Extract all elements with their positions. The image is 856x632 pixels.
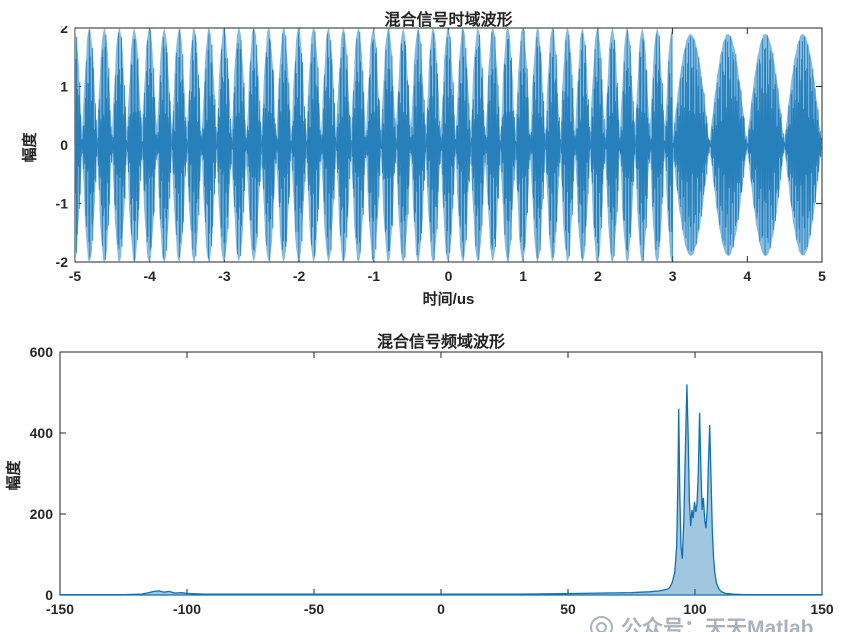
- svg-text:600: 600: [30, 344, 54, 360]
- svg-text:400: 400: [30, 425, 54, 441]
- time-domain-chart: 混合信号时域波形 幅度 -5 -4 -3 -2 -1 0 1 2 3 4 5 -2 -1 0 1 2 时间/u…: [0, 0, 856, 310]
- svg-text:200: 200: [30, 506, 54, 522]
- watermark: 公众号：天天Matlab: [590, 612, 814, 632]
- svg-text:5: 5: [818, 268, 826, 284]
- time-domain-xlabel: 时间/us: [422, 291, 475, 308]
- svg-text:1: 1: [519, 268, 527, 284]
- svg-text:150: 150: [810, 601, 834, 617]
- svg-text:-150: -150: [46, 601, 74, 617]
- frequency-domain-chart: 混合信号频域波形 幅度 -150 -100 -50 0 50 100 150 0 200 400 6…: [0, 318, 856, 618]
- watermark-text: 公众号：天天Matlab: [621, 617, 814, 632]
- svg-text:1: 1: [60, 79, 68, 95]
- svg-text:-3: -3: [218, 268, 231, 284]
- svg-text:100: 100: [683, 601, 707, 617]
- svg-text:3: 3: [669, 268, 677, 284]
- svg-text:0: 0: [445, 268, 453, 284]
- svg-text:-2: -2: [293, 268, 306, 284]
- frequency-domain-title: 混合信号频域波形: [376, 334, 505, 351]
- svg-text:-100: -100: [173, 601, 201, 617]
- watermark-logo-icon: [590, 615, 613, 632]
- svg-text:0: 0: [45, 587, 53, 603]
- svg-text:-5: -5: [69, 268, 82, 284]
- svg-text:-4: -4: [143, 268, 156, 284]
- svg-text:-50: -50: [304, 601, 324, 617]
- frequency-domain-plot: -150 -100 -50 0 50 100 150 0 200 400 600: [30, 344, 834, 617]
- svg-text:0: 0: [60, 137, 68, 153]
- svg-text:4: 4: [743, 268, 751, 284]
- svg-text:2: 2: [594, 268, 602, 284]
- svg-text:-2: -2: [56, 254, 69, 270]
- svg-text:-1: -1: [56, 196, 69, 212]
- time-domain-title: 混合信号时域波形: [384, 12, 513, 29]
- svg-text:2: 2: [60, 26, 68, 36]
- svg-text:0: 0: [437, 601, 445, 617]
- time-domain-plot: -5 -4 -3 -2 -1 0 1 2 3 4 5 -2 -1 0 1 2: [56, 26, 827, 284]
- svg-text:-1: -1: [368, 268, 381, 284]
- svg-text:50: 50: [560, 601, 576, 617]
